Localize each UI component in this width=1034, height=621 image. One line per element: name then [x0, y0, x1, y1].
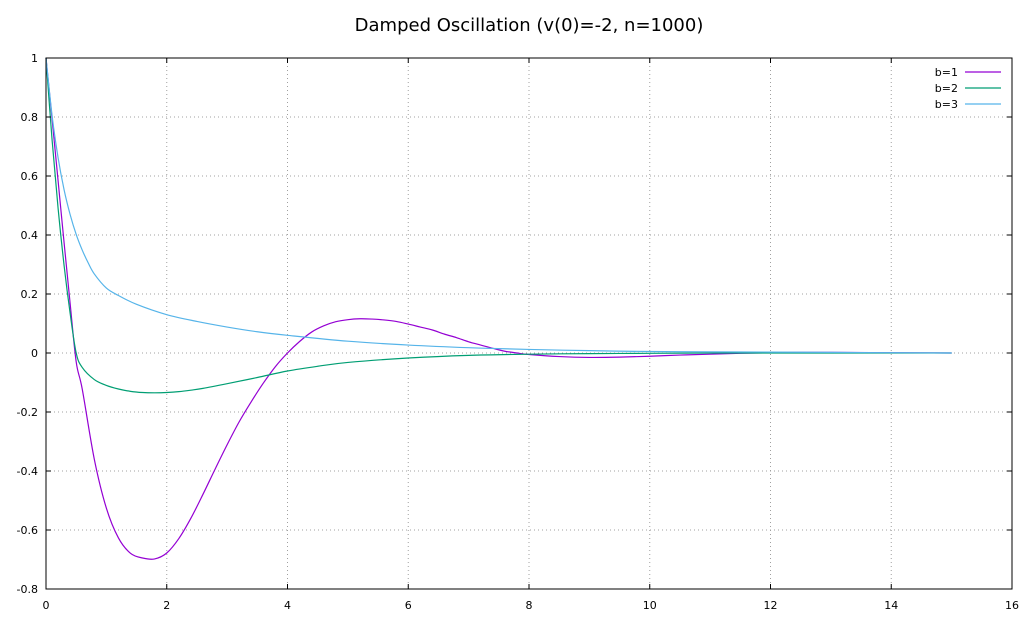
x-tick-label: 0	[43, 599, 50, 612]
y-tick-label: -0.6	[17, 524, 38, 537]
y-tick-label: 0	[31, 347, 38, 360]
series-line-2	[45, 57, 952, 394]
x-tick-label: 2	[163, 599, 170, 612]
legend: b=1 b=2 b=3	[935, 66, 1001, 111]
y-tick-label: -0.2	[17, 406, 38, 419]
legend-label-2: b=2	[935, 82, 958, 95]
y-tick-label: 0.2	[21, 288, 39, 301]
x-tick-label: 6	[405, 599, 412, 612]
x-tick-label: 14	[884, 599, 898, 612]
legend-label-1: b=1	[935, 66, 958, 79]
plot-frame	[45, 57, 1013, 590]
x-tick-label: 16	[1005, 599, 1019, 612]
series-group	[45, 57, 952, 560]
x-tick-label: 10	[643, 599, 657, 612]
y-tick-label: -0.8	[17, 583, 38, 596]
y-tick-label: 0.6	[21, 170, 39, 183]
y-tick-label: -0.4	[17, 465, 38, 478]
grid	[46, 58, 1012, 589]
legend-label-3: b=3	[935, 98, 958, 111]
x-tick-label: 12	[764, 599, 778, 612]
series-line-1	[45, 57, 952, 560]
x-tick-label: 8	[526, 599, 533, 612]
series-line-3	[45, 57, 952, 354]
x-tick-label: 4	[284, 599, 291, 612]
y-tick-label: 0.8	[21, 111, 39, 124]
axis-ticks: 0 2 4 6 8 10 12 14 16 -0.8 -0.6 -0.4 -0.2 0 0.2 0.4 0.6 0…	[17, 52, 1019, 612]
chart-title: Damped Oscillation (v(0)=-2, n=1000)	[355, 15, 704, 36]
y-tick-label: 0.4	[21, 229, 39, 242]
y-tick-label: 1	[31, 52, 38, 65]
